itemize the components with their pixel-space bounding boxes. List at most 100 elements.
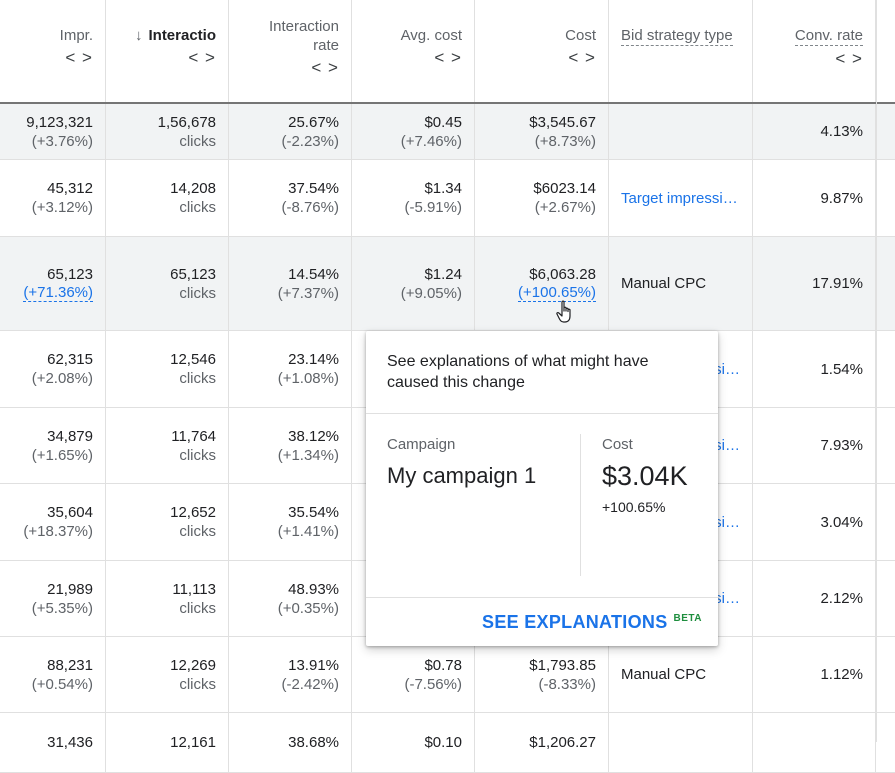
change-value: (+18.37%) xyxy=(23,523,93,540)
cell-value: 4.13% xyxy=(820,123,863,140)
divider xyxy=(366,597,718,598)
cell-int: 11,113 clicks xyxy=(106,561,229,636)
column-header-impr[interactable]: Impr. < > xyxy=(0,0,106,102)
cell-value: 37.54% xyxy=(288,180,339,197)
change-value: clicks xyxy=(179,675,216,693)
column-label: Interaction rate xyxy=(268,18,339,54)
cell-value: 25.67% xyxy=(288,113,339,131)
cell-value: 45,312 xyxy=(47,180,93,197)
cell-value: 12,269 xyxy=(170,656,216,674)
column-header-bid[interactable]: Bid strategy type xyxy=(609,0,753,102)
cell-bid[interactable]: si… xyxy=(609,561,753,636)
table-row: 88,231 (+0.54%) 12,269 clicks 13.91% (-2.42%)… xyxy=(0,637,895,713)
chevron-left-right-icon[interactable]: < > xyxy=(311,58,339,77)
cell-value: 65,123 xyxy=(47,266,93,283)
cell-value: 88,231 xyxy=(47,656,93,674)
change-value: clicks xyxy=(179,132,216,150)
change-value: clicks xyxy=(179,523,216,540)
cell-rate: 23.14% (+1.08%) xyxy=(229,331,352,407)
cell-value: 35.54% xyxy=(288,504,339,521)
campaign-name: My campaign 1 xyxy=(387,463,537,488)
column-title: Conv. rate xyxy=(794,26,863,46)
chevron-left-right-icon[interactable]: < > xyxy=(188,48,216,67)
change-value: (-5.91%) xyxy=(404,199,462,216)
column-header-avg[interactable]: Avg. cost < > xyxy=(352,0,475,102)
cell-int: 12,652 clicks xyxy=(106,484,229,560)
cell-avg: $0.10 xyxy=(352,713,475,772)
change-value: (+7.37%) xyxy=(277,284,339,302)
change-value: (+5.35%) xyxy=(31,599,93,617)
change-value: (-7.56%) xyxy=(404,675,462,693)
column-label: Cost xyxy=(565,27,596,44)
column-header-conv[interactable]: Conv. rate < > xyxy=(753,0,876,102)
cell-bid[interactable]: si… xyxy=(609,484,753,560)
cell-rate: 48.93% (+0.35%) xyxy=(229,561,352,636)
divider xyxy=(580,434,581,576)
chevron-left-right-icon[interactable]: < > xyxy=(65,48,93,67)
table-right-border xyxy=(876,0,877,742)
cell-rate: 35.54% (+1.41%) xyxy=(229,484,352,560)
chevron-left-right-icon[interactable]: < > xyxy=(568,48,596,67)
cost-value: $3.04K xyxy=(602,461,688,491)
arrow-down-icon[interactable]: ↓ xyxy=(134,27,143,44)
cell-avg: $1.34 (-5.91%) xyxy=(352,160,475,236)
chevron-left-right-icon[interactable]: < > xyxy=(835,49,863,68)
cell-value: $1.34 xyxy=(424,180,462,197)
cell-cost: $6,063.28 (+100.65%) xyxy=(475,237,609,330)
cell-value: 65,123 xyxy=(170,265,216,283)
cell-rate: 14.54% (+7.37%) xyxy=(229,237,352,330)
change-value: clicks xyxy=(179,199,216,216)
cell-conv: 7.93% xyxy=(753,408,876,483)
cell-bid[interactable]: si… xyxy=(609,331,753,407)
cell-value: 1,56,678 xyxy=(157,113,216,131)
cell-bid[interactable]: Target impressi… xyxy=(609,160,753,236)
cell-value: Target impressi… xyxy=(621,189,738,207)
cell-bid[interactable]: si… xyxy=(609,408,753,483)
cost-delta: +100.65% xyxy=(602,499,666,515)
cell-value: 38.12% xyxy=(288,427,339,445)
column-header-rate[interactable]: Interaction rate < > xyxy=(229,0,352,102)
cell-impr: 65,123 (+71.36%) xyxy=(0,237,106,330)
cell-value: $6023.14 xyxy=(533,180,596,197)
cell-value: Manual CPC xyxy=(621,275,707,292)
change-value: (+0.54%) xyxy=(31,675,93,693)
table-row: 31,436 12,161 38.68% $0.10 $1,206.27 xyxy=(0,713,895,773)
change-value: (+2.67%) xyxy=(534,199,596,216)
change-value: clicks xyxy=(179,446,216,464)
cell-value: $1,793.85 xyxy=(529,656,596,674)
cell-value: 34,879 xyxy=(47,427,93,445)
change-value: (+0.35%) xyxy=(277,599,339,617)
column-header-cost[interactable]: Cost < > xyxy=(475,0,609,102)
cell-int: 12,546 clicks xyxy=(106,331,229,407)
change-link[interactable]: (+100.65%) xyxy=(518,284,596,302)
cell-int: 14,208 clicks xyxy=(106,160,229,236)
see-explanations-button[interactable]: SEE EXPLANATIONS BETA xyxy=(482,612,702,633)
explanation-popup: See explanations of what might have caus… xyxy=(366,331,718,646)
cell-value: $1,206.27 xyxy=(529,734,596,751)
change-link[interactable]: (+71.36%) xyxy=(23,284,93,302)
change-value: (+9.05%) xyxy=(400,284,462,302)
cell-value: 48.93% xyxy=(288,580,339,598)
cell-value: 1.12% xyxy=(820,666,863,683)
cell-value: 14,208 xyxy=(170,180,216,197)
cell-impr: 62,315 (+2.08%) xyxy=(0,331,106,407)
cell-value: 11,113 xyxy=(172,580,216,598)
column-header-interactions[interactable]: ↓ Interactio < > xyxy=(106,0,229,102)
cell-conv: 17.91% xyxy=(753,237,876,330)
cell-value: 62,315 xyxy=(47,351,93,368)
cell-rate: 37.54% (-8.76%) xyxy=(229,160,352,236)
cell-value: 23.14% xyxy=(288,351,339,368)
cell-bid xyxy=(609,104,753,159)
change-value: (-8.33%) xyxy=(538,675,596,693)
chevron-left-right-icon[interactable]: < > xyxy=(434,48,462,67)
change-value: (+7.46%) xyxy=(400,132,462,150)
cell-impr: 35,604 (+18.37%) xyxy=(0,484,106,560)
cell-rate: 13.91% (-2.42%) xyxy=(229,637,352,712)
cell-conv: 2.12% xyxy=(753,561,876,636)
cell-rate: 38.68% xyxy=(229,713,352,772)
cell-value: Manual CPC xyxy=(621,666,707,683)
column-label: Bid strategy type xyxy=(621,27,733,44)
cell-conv xyxy=(753,713,876,772)
cell-cost: $1,793.85 (-8.33%) xyxy=(475,637,609,712)
column-title: ↓ Interactio xyxy=(106,26,216,45)
